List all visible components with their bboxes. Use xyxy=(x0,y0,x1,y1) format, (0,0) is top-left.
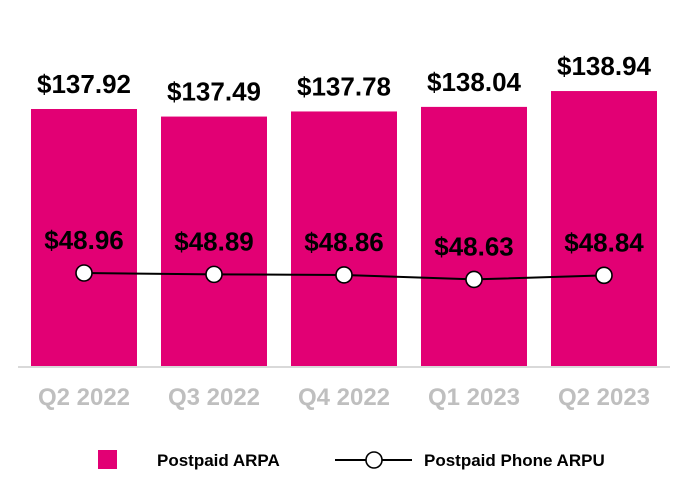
legend-arpa-label: Postpaid ARPA xyxy=(157,451,280,470)
x-tick-label-4: Q2 2023 xyxy=(558,384,650,411)
bar-value-label-1: $137.49 xyxy=(167,77,261,107)
legend-arpa-swatch xyxy=(98,450,117,469)
arpu-point-0 xyxy=(75,264,93,282)
bar-value-label-3: $138.04 xyxy=(427,67,522,97)
legend-arpu-label: Postpaid Phone ARPU xyxy=(424,451,605,470)
arpu-point-1 xyxy=(205,265,223,284)
bars xyxy=(31,91,657,368)
arpu-line-series xyxy=(75,264,613,289)
arpu-point-3 xyxy=(465,270,483,289)
line-value-label-0: $48.96 xyxy=(44,225,124,255)
arpu-point-4 xyxy=(595,266,613,285)
x-tick-label-1: Q3 2022 xyxy=(168,384,260,411)
bar-arpa-3 xyxy=(421,106,527,367)
bar-arpa-2 xyxy=(291,111,397,368)
legend-arpu-marker xyxy=(365,451,383,469)
bar-value-label-2: $137.78 xyxy=(297,71,391,101)
bar-arpa-1 xyxy=(161,116,267,368)
x-tick-label-3: Q1 2023 xyxy=(428,384,520,411)
arpu-point-2 xyxy=(335,266,353,284)
x-tick-label-0: Q2 2022 xyxy=(38,384,130,411)
bar-value-labels: $137.92 $137.49 $137.78 $138.04 $138.94 xyxy=(37,51,652,107)
line-value-label-3: $48.63 xyxy=(434,231,514,261)
bar-arpa-0 xyxy=(31,109,137,367)
line-value-label-1: $48.89 xyxy=(174,226,254,256)
x-tick-label-2: Q4 2022 xyxy=(298,384,390,411)
bar-arpa-4 xyxy=(551,91,657,367)
bar-value-label-0: $137.92 xyxy=(37,69,131,99)
bar-value-label-4: $138.94 xyxy=(557,51,652,81)
line-value-labels: $48.96 $48.89 $48.86 $48.63 $48.84 xyxy=(44,225,644,261)
x-axis-tick-labels: Q2 2022 Q3 2022 Q4 2022 Q1 2023 Q2 2023 xyxy=(38,384,650,411)
line-value-label-2: $48.86 xyxy=(304,227,384,257)
line-value-label-4: $48.84 xyxy=(564,227,644,257)
legend: Postpaid ARPA Postpaid Phone ARPU xyxy=(98,450,605,470)
